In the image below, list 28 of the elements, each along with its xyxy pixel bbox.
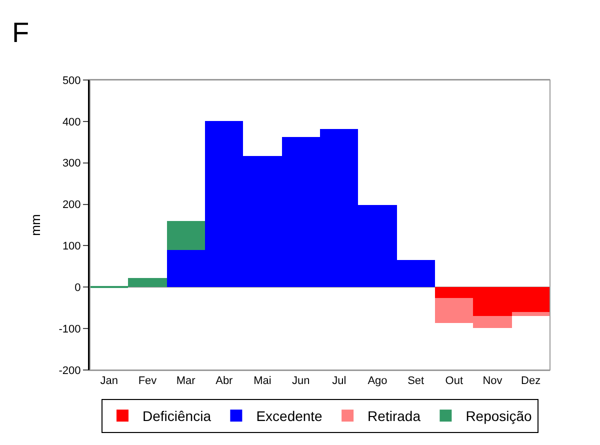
x-tick-label: Abr <box>216 375 234 388</box>
y-tick-label: 200 <box>62 199 81 212</box>
bar <box>167 221 205 250</box>
y-tick-label: 300 <box>62 158 81 170</box>
y-tick-label: 500 <box>62 74 81 87</box>
bar <box>512 312 550 316</box>
legend-label: Excedente <box>256 408 323 424</box>
legend-label: Retirada <box>368 408 421 424</box>
x-tick-label: Jan <box>100 375 118 388</box>
legend-label: Reposição <box>466 408 532 424</box>
y-tick-label: 0 <box>74 282 81 294</box>
x-tick-label: Jul <box>332 375 346 388</box>
y-tick-label: -200 <box>58 364 81 377</box>
x-tick-label: Mar <box>176 375 196 388</box>
legend-label: Deficiência <box>142 408 212 424</box>
chart-title: F <box>12 16 30 48</box>
x-tick-label: Ago <box>368 375 388 388</box>
x-tick-label: Fev <box>138 375 158 388</box>
y-tick-label: 100 <box>62 240 81 253</box>
y-axis-title: mm <box>28 214 44 236</box>
x-tick-label: Nov <box>482 375 503 388</box>
x-tick-label: Mai <box>254 375 272 388</box>
x-tick-label: Set <box>408 375 424 388</box>
y-tick-label: -100 <box>58 323 81 336</box>
x-tick-label: Dez <box>521 375 541 388</box>
y-tick-label: 400 <box>62 116 81 128</box>
x-tick-label: Out <box>445 375 464 388</box>
x-tick-label: Jun <box>292 375 310 388</box>
